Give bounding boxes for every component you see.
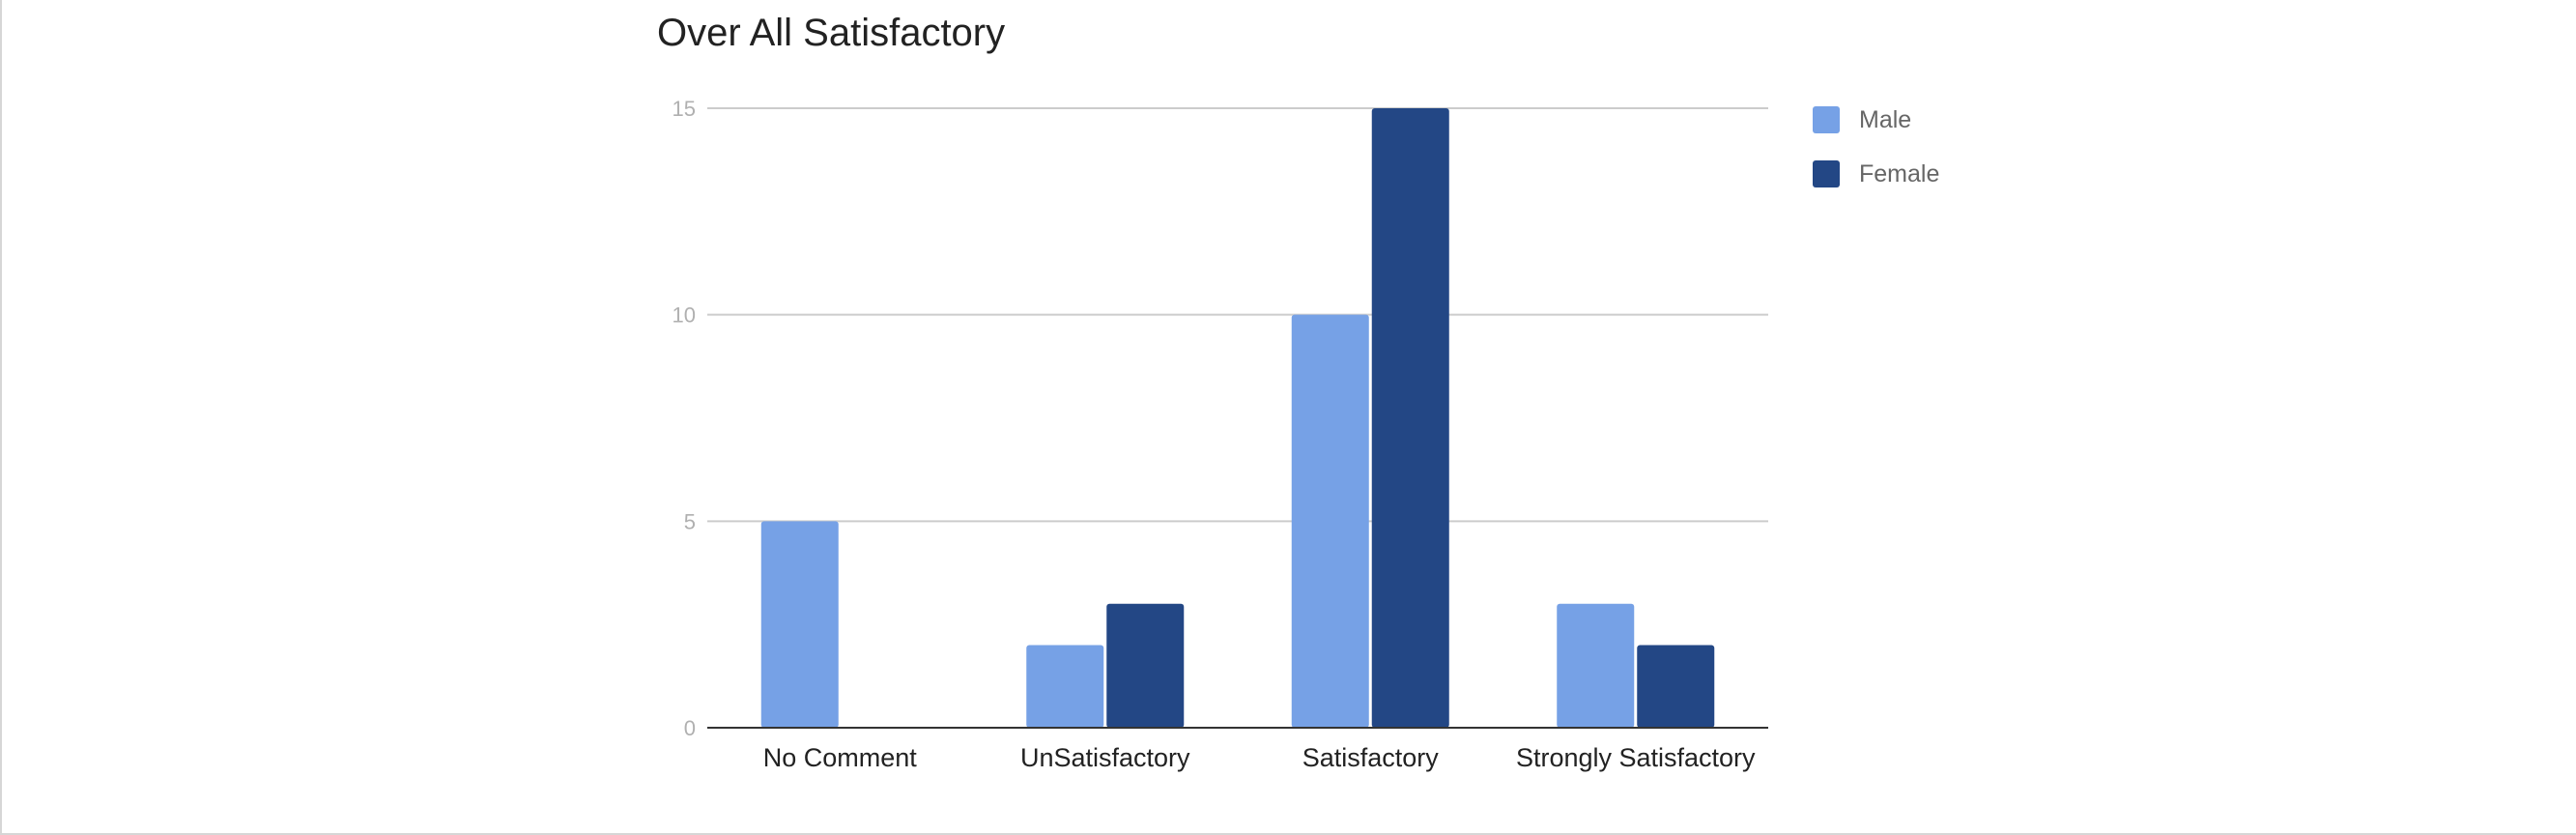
x-tick-label-2: Satisfactory — [1302, 743, 1440, 772]
bar-male-1 — [1026, 645, 1104, 728]
bar-female-1 — [1106, 603, 1185, 728]
y-tick-label-0: 0 — [684, 716, 696, 740]
chart-legend: Male Female — [1813, 93, 1939, 201]
bar-female-2 — [1371, 108, 1449, 728]
legend-swatch-male — [1813, 106, 1840, 133]
bar-male-2 — [1291, 314, 1369, 728]
legend-swatch-female — [1813, 160, 1840, 187]
legend-item-female[interactable]: Female — [1813, 147, 1939, 201]
chart-title: Over All Satisfactory — [657, 12, 1006, 54]
y-tick-label-5: 5 — [684, 509, 696, 533]
y-tick-label-10: 10 — [673, 303, 696, 328]
x-tick-label-0: No Comment — [763, 743, 918, 772]
x-tick-label-1: UnSatisfactory — [1020, 743, 1190, 772]
bar-female-3 — [1637, 645, 1715, 728]
legend-label-female: Female — [1859, 159, 1940, 187]
legend-item-male[interactable]: Male — [1813, 93, 1939, 147]
legend-label-male: Male — [1859, 105, 1912, 133]
bar-male-3 — [1557, 603, 1635, 728]
x-tick-label-3: Strongly Satisfactory — [1516, 743, 1756, 772]
bar-male-0 — [760, 521, 839, 728]
y-tick-label-15: 15 — [673, 97, 696, 121]
